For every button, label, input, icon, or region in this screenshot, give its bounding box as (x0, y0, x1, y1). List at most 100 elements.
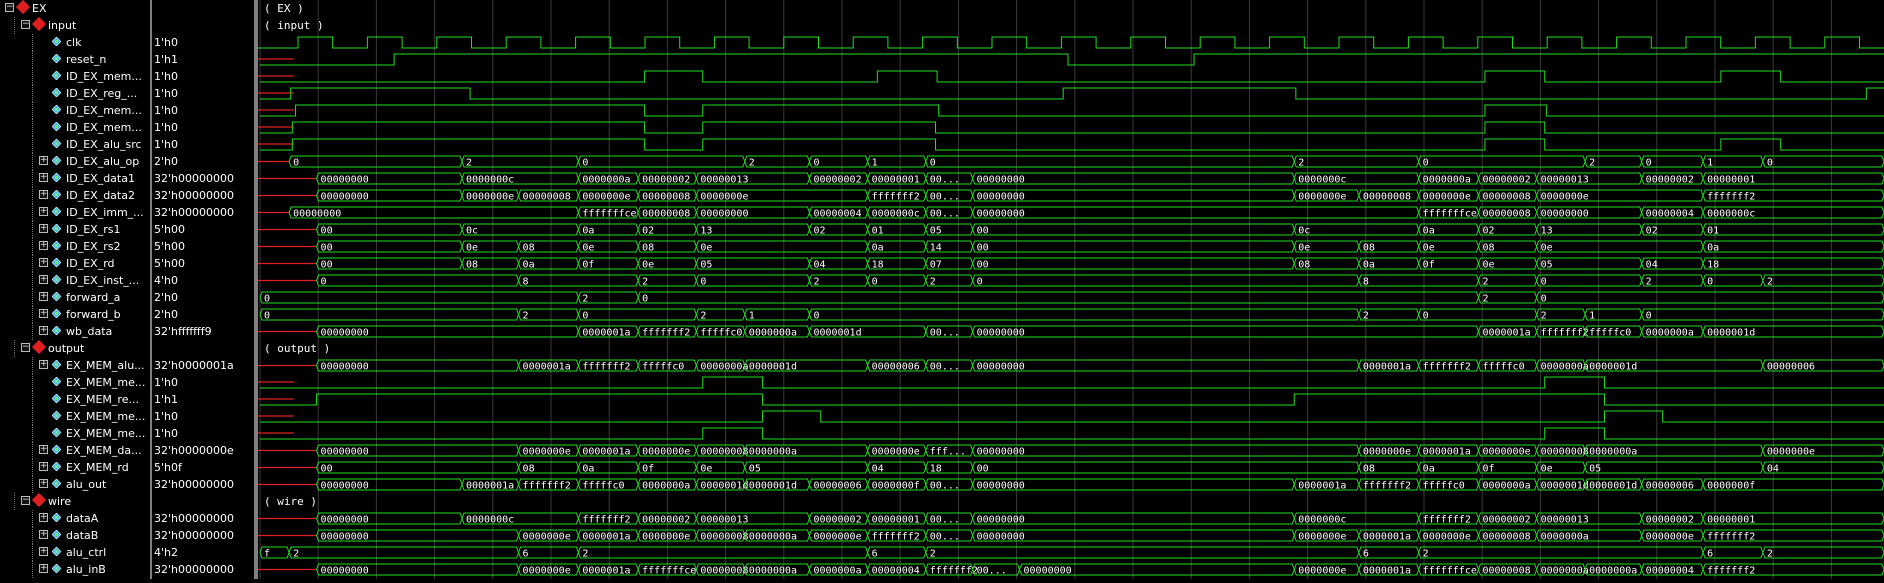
expand-toggle-icon[interactable]: + (39, 206, 48, 216)
signal-row[interactable]: + forward_a (0, 289, 150, 306)
bus-segment: 0000000c (867, 206, 927, 220)
bit-wave (260, 53, 1884, 66)
bus-value-label: 01 (1707, 226, 1719, 237)
signal-row[interactable]: + ID_EX_data1 (0, 170, 150, 187)
expand-toggle-icon[interactable]: + (39, 325, 48, 335)
tree-line (14, 493, 15, 510)
signal-row[interactable]: ID_EX_alu_src (0, 136, 150, 153)
signal-row[interactable]: − input (0, 16, 150, 34)
value-row: 32'h0000000e (152, 442, 254, 459)
scope-icon (31, 16, 47, 32)
signal-row[interactable]: + alu_out (0, 476, 150, 493)
bus-value-label: 0e (1541, 243, 1553, 254)
value-row: 2'h0 (152, 306, 254, 323)
signal-row[interactable]: + forward_b (0, 306, 150, 323)
signal-name: clk (66, 36, 82, 49)
bus-value-label: 00000002 (813, 175, 861, 186)
signal-row[interactable]: + ID_EX_rs2 (0, 238, 150, 255)
expand-toggle-icon[interactable]: + (39, 512, 48, 522)
bus-value-label: 6 (1707, 549, 1713, 560)
signal-row[interactable]: + alu_ctrl (0, 544, 150, 561)
signal-row[interactable]: EX_MEM_me... (0, 374, 150, 391)
bus-value-label: 0c (466, 226, 478, 237)
bus-value-label: 0000000a (1589, 566, 1637, 577)
signal-row[interactable]: + ID_EX_data2 (0, 187, 150, 204)
bus-value-label: 00000000 (321, 192, 369, 203)
signal-row[interactable]: + dataA (0, 510, 150, 527)
expand-toggle-icon[interactable]: + (39, 240, 48, 250)
signal-row[interactable]: − wire (0, 492, 150, 510)
signal-row[interactable]: EX_MEM_re... (0, 391, 150, 408)
signal-row[interactable]: + EX_MEM_alu... (0, 357, 150, 374)
bus-segment: 6 (867, 546, 927, 560)
signal-row[interactable]: + dataB (0, 527, 150, 544)
expand-toggle-icon[interactable]: + (39, 189, 48, 199)
expand-toggle-icon[interactable]: + (39, 444, 48, 454)
collapse-toggle-icon[interactable]: − (21, 19, 30, 29)
expand-toggle-icon[interactable]: + (39, 461, 48, 471)
signal-row[interactable]: ID_EX_reg_... (0, 85, 150, 102)
bus-segment: 13 (695, 223, 810, 237)
expand-toggle-icon[interactable]: + (39, 172, 48, 182)
bus-segment: 00000000 (1018, 563, 1295, 577)
signal-row[interactable]: ID_EX_mem... (0, 102, 150, 119)
signal-row[interactable]: ID_EX_mem... (0, 119, 150, 136)
signal-icon (52, 224, 61, 233)
bus-segment: 0 (1418, 308, 1538, 322)
expand-toggle-icon[interactable]: + (39, 308, 48, 318)
signal-row[interactable]: + EX_MEM_rd (0, 459, 150, 476)
signal-row[interactable]: − output (0, 339, 150, 357)
signal-row[interactable]: reset_n (0, 51, 150, 68)
expand-toggle-icon[interactable]: + (39, 359, 48, 369)
signal-value: 1'h0 (154, 70, 178, 83)
signal-row[interactable]: EX_MEM_me... (0, 408, 150, 425)
signal-row[interactable]: EX_MEM_me... (0, 425, 150, 442)
bus-segment: 0000000e (518, 563, 579, 577)
bus-segment: 00... (925, 325, 974, 339)
signal-row[interactable]: + ID_EX_inst_... (0, 272, 150, 289)
expand-toggle-icon[interactable]: + (39, 223, 48, 233)
signal-row[interactable]: + ID_EX_alu_op (0, 153, 150, 170)
bus-segment: 0 (316, 274, 520, 288)
signal-name: EX_MEM_me... (66, 427, 146, 440)
signal-row[interactable]: + ID_EX_imm_... (0, 204, 150, 221)
bus-value-label: 0 (582, 311, 588, 322)
bus-value-label: 0e (700, 464, 712, 475)
bus-segment: 00... (925, 206, 974, 220)
tree-line (32, 119, 33, 136)
expand-toggle-icon[interactable]: + (39, 274, 48, 284)
bus-segment: 0000001d (1536, 478, 1589, 492)
signal-row[interactable]: + EX_MEM_da... (0, 442, 150, 459)
signal-name: wb_data (66, 325, 113, 338)
bus-value-label: 0e (1541, 464, 1553, 475)
expand-toggle-icon[interactable]: + (39, 478, 48, 488)
collapse-toggle-icon[interactable]: − (21, 495, 30, 505)
signal-icon (52, 530, 61, 539)
waveform-pane[interactable]: ( EX )( input ) 0 2 0 2 0 1 0 2 0 2 0 1 0 00000000 0000… (258, 0, 1884, 579)
bus-segment: 0000001a (1418, 444, 1479, 458)
bus-segment: 00000008 (1358, 189, 1420, 203)
bus-value-label: 0a (582, 226, 594, 237)
expand-toggle-icon[interactable]: + (39, 546, 48, 556)
bus-value-label: 00000013 (1541, 515, 1589, 526)
tree-line (32, 85, 33, 102)
signal-row[interactable]: + wb_data (0, 323, 150, 340)
bus-segment: 00000002 (637, 172, 697, 186)
collapse-toggle-icon[interactable]: − (5, 2, 14, 12)
signal-row[interactable]: + alu_inB (0, 561, 150, 578)
expand-toggle-icon[interactable]: + (39, 155, 48, 165)
bus-segment: fffffffce (577, 206, 639, 220)
expand-toggle-icon[interactable]: + (39, 291, 48, 301)
bus-value-label: 0a (1363, 260, 1375, 271)
expand-toggle-icon[interactable]: + (39, 563, 48, 573)
signal-row[interactable]: + ID_EX_rs1 (0, 221, 150, 238)
signal-row[interactable]: clk (0, 34, 150, 51)
expand-toggle-icon[interactable]: + (39, 257, 48, 267)
signal-value: 1'h1 (154, 393, 178, 406)
signal-row[interactable]: ID_EX_mem... (0, 68, 150, 85)
signal-row[interactable]: + ID_EX_rd (0, 255, 150, 272)
expand-toggle-icon[interactable]: + (39, 529, 48, 539)
signal-row[interactable]: − EX (0, 0, 150, 17)
collapse-toggle-icon[interactable]: − (21, 342, 30, 352)
